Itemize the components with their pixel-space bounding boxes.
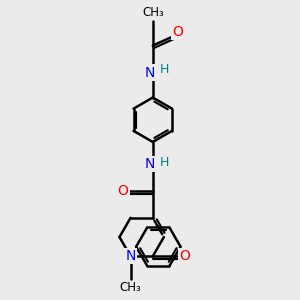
Text: H: H (160, 63, 169, 76)
Text: CH₃: CH₃ (120, 281, 141, 294)
Text: N: N (125, 249, 136, 263)
Text: O: O (118, 184, 129, 198)
Text: N: N (145, 65, 155, 80)
Text: O: O (172, 25, 183, 39)
Text: CH₃: CH₃ (142, 6, 164, 19)
Text: H: H (160, 156, 169, 169)
Text: N: N (145, 157, 155, 171)
Text: O: O (179, 249, 190, 263)
